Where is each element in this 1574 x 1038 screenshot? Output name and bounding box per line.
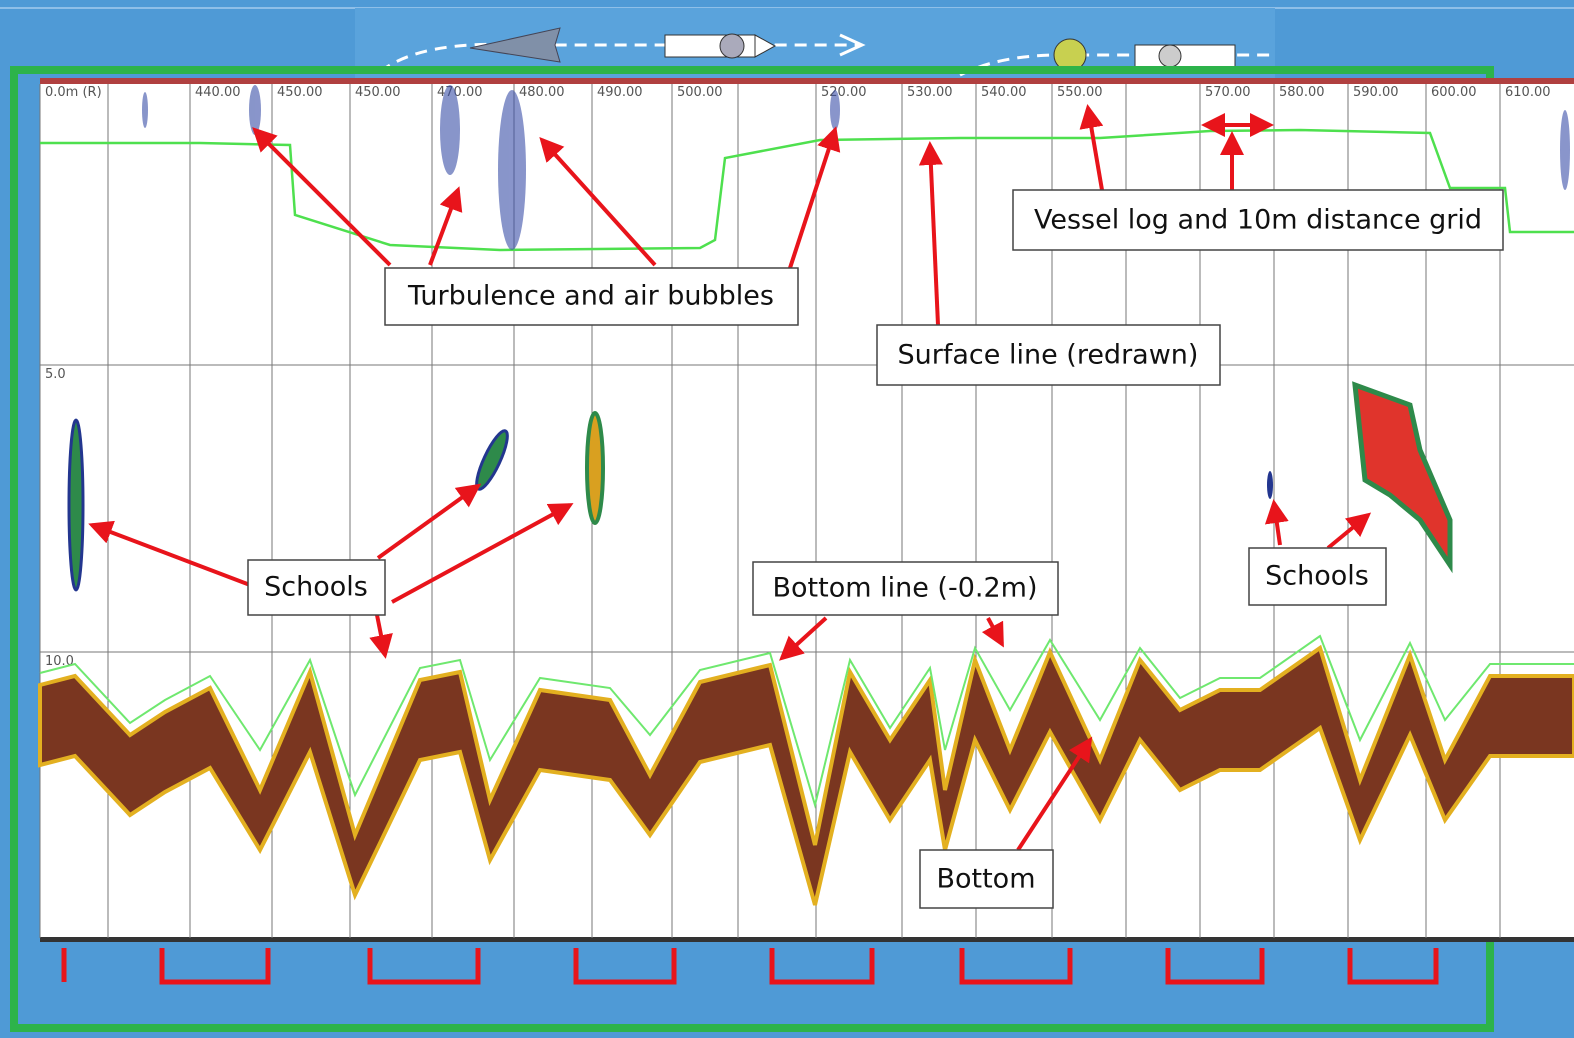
distance-label: 490.00 [597,85,643,100]
bottom-rule [40,937,1574,942]
distance-brackets [61,948,1439,985]
distance-label: 550.00 [1057,85,1103,100]
annotation: Schools [247,559,386,616]
annotation-text: Bottom line (-0.2m) [773,573,1038,604]
arrows [88,104,1372,852]
distance-label: 570.00 [1205,85,1251,100]
surface-band [40,78,1574,84]
distance-label: 480.00 [519,85,565,100]
bottom-line [39,634,1574,809]
annotation-text: Turbulence and air bubbles [407,281,774,312]
annotation-text: Bottom [936,864,1035,895]
distance-label: 590.00 [1353,85,1399,100]
annotation: Bottom [919,849,1054,909]
annotation-text: Schools [1265,561,1369,592]
distance-label: 440.00 [195,85,241,100]
distance-label: 530.00 [907,85,953,100]
distance-label: 600.00 [1431,85,1477,100]
depth-label: 5.0 [45,367,66,382]
annotation: Schools [1248,547,1387,606]
depth-label: 10.0 [45,654,74,669]
distance-label: 580.00 [1279,85,1325,100]
annotation-text: Surface line (redrawn) [898,340,1199,371]
annotation: Bottom line (-0.2m) [752,561,1059,616]
annotation-text: Vessel log and 10m distance grid [1034,205,1482,236]
distance-label: 0.0m (R) [45,85,102,100]
distance-label: 450.00 [355,85,401,100]
distance-label: 500.00 [677,85,723,100]
annotation: Vessel log and 10m distance grid [1012,189,1504,251]
distance-label: 450.00 [277,85,323,100]
turbulence [142,85,1570,250]
distance-label: 520.00 [821,85,867,100]
annotation: Surface line (redrawn) [876,324,1221,386]
axis-labels: 0.0m (R) 440.00 450.00 450.00 470.00 480.00 49… [45,85,1551,669]
annotation: Turbulence and air bubbles [384,267,799,326]
distance-label: 540.00 [981,85,1027,100]
annotation-text: Schools [264,572,368,603]
distance-label: 610.00 [1505,85,1551,100]
bottom-echo [38,644,1574,906]
schools [67,381,1453,592]
